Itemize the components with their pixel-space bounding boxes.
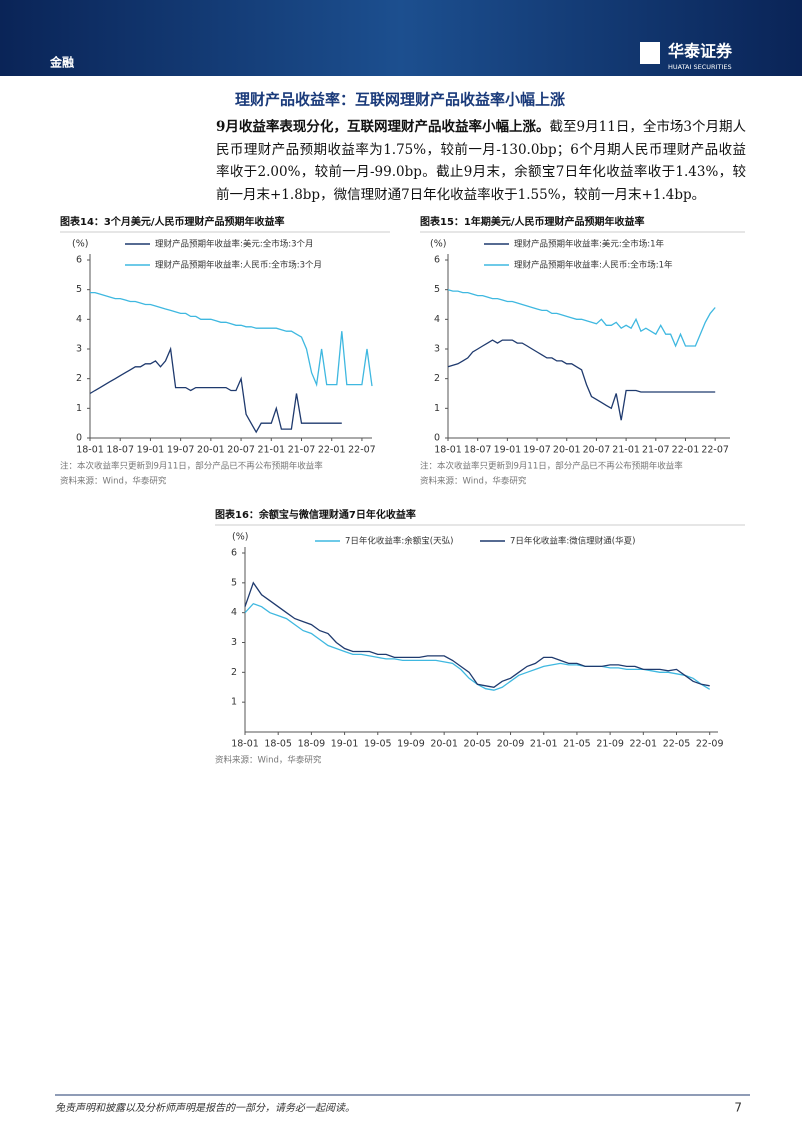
y-axis-label: (%) [430,239,446,250]
chart-note: 注：本次收益率只更新到9月11日，部分产品已不再公布预期年收益率 [420,461,683,472]
chart-title: 图表16：余额宝与微信理财通7日年化收益率 [215,508,416,521]
y-axis-label: (%) [232,532,248,543]
y-tick-label: 6 [76,255,82,266]
page-number: 7 [734,1101,742,1115]
x-tick-label: 20-01 [553,445,581,456]
x-tick-label: 19-01 [331,739,359,750]
y-tick-label: 1 [76,403,82,414]
y-tick-label: 5 [231,577,237,588]
x-tick-label: 18-07 [464,445,492,456]
paragraph-lead: 9月收益率表现分化，互联网理财产品收益率小幅上涨。 [216,119,550,135]
x-tick-label: 20-09 [497,739,525,750]
x-tick-label: 20-01 [197,445,225,456]
chart-title: 图表14：3个月美元/人民币理财产品预期年收益率 [60,215,285,228]
y-tick-label: 3 [76,344,82,355]
paragraph-body: 截至9月11日，全市场3个月期人民币理财产品预期收益率为1.75%，较前一月-1… [216,119,746,203]
paragraph: 9月收益率表现分化，互联网理财产品收益率小幅上涨。截至9月11日，全市场3个月期… [216,116,746,206]
x-tick-label: 19-01 [137,445,165,456]
logo-icon [640,42,660,64]
x-tick-label: 21-01 [612,445,640,456]
series-line [447,289,716,348]
x-tick-label: 21-07 [642,445,670,456]
y-tick-label: 0 [434,433,440,444]
x-tick-label: 18-07 [106,445,134,456]
x-tick-label: 19-07 [167,445,195,456]
y-tick-label: 6 [434,255,440,266]
y-tick-label: 3 [434,344,440,355]
x-tick-label: 18-09 [298,739,326,750]
legend-label: 理财产品预期年收益率:人民币:全市场:1年 [514,260,673,271]
y-tick-label: 3 [231,637,237,648]
x-tick-label: 18-01 [231,739,259,750]
chart-note: 注：本次收益率只更新到9月11日，部分产品已不再公布预期年收益率 [60,461,323,472]
x-tick-label: 20-05 [464,739,492,750]
legend-label: 理财产品预期年收益率:美元:全市场:1年 [514,239,665,250]
y-tick-label: 1 [434,403,440,414]
x-tick-label: 18-05 [264,739,292,750]
x-tick-label: 21-05 [563,739,591,750]
x-tick-label: 20-07 [583,445,611,456]
x-tick-label: 22-01 [630,739,658,750]
x-tick-label: 22-05 [663,739,691,750]
x-tick-label: 20-01 [430,739,458,750]
header-section: 金融 [49,55,74,70]
y-tick-label: 2 [76,373,82,384]
x-tick-label: 19-09 [397,739,425,750]
header-band [0,0,802,76]
chart-source: 资料来源：Wind，华泰研究 [420,476,527,487]
y-tick-label: 4 [76,314,82,325]
y-tick-label: 5 [434,284,440,295]
y-tick-label: 4 [434,314,440,325]
x-tick-label: 21-07 [288,445,316,456]
y-axis-label: (%) [72,239,88,250]
footer-disclaimer: 免责声明和披露以及分析师声明是报告的一部分，请务必一起阅读。 [55,1102,355,1114]
series-line [447,339,716,421]
y-tick-label: 0 [76,433,82,444]
legend-label: 理财产品预期年收益率:人民币:全市场:3个月 [155,260,322,271]
series-line [244,581,710,688]
x-tick-label: 22-07 [348,445,376,456]
chart-source: 资料来源：Wind，华泰研究 [215,755,322,766]
logo-en: HUATAI SECURITIES [668,63,732,71]
x-tick-label: 20-07 [227,445,255,456]
legend-label: 理财产品预期年收益率:美元:全市场:3个月 [155,239,314,250]
y-tick-label: 2 [231,667,237,678]
y-tick-label: 6 [231,548,237,559]
y-tick-label: 2 [434,373,440,384]
x-tick-label: 22-01 [672,445,700,456]
x-tick-label: 22-09 [696,739,724,750]
x-tick-label: 22-01 [318,445,346,456]
x-tick-label: 18-01 [76,445,104,456]
x-tick-label: 21-01 [530,739,558,750]
x-tick-label: 19-01 [494,445,522,456]
logo-text: 华泰证券 [668,42,733,61]
series-line [90,291,373,388]
series-line [244,602,711,691]
x-tick-label: 19-07 [523,445,551,456]
y-tick-label: 5 [76,284,82,295]
y-tick-label: 1 [231,697,237,708]
chart-source: 资料来源：Wind，华泰研究 [60,476,167,487]
x-tick-label: 22-07 [701,445,729,456]
section-title: 理财产品收益率：互联网理财产品收益率小幅上涨 [235,91,565,109]
legend-label: 7日年化收益率:微信理财通(华夏) [510,536,635,547]
x-tick-label: 21-09 [596,739,624,750]
y-tick-label: 4 [231,607,237,618]
series-line [89,346,342,434]
chart-title: 图表15：1年期美元/人民币理财产品预期年收益率 [420,215,645,228]
x-tick-label: 21-01 [257,445,285,456]
legend-label: 7日年化收益率:余额宝(天弘) [345,536,453,547]
x-tick-label: 19-05 [364,739,392,750]
x-tick-label: 18-01 [434,445,462,456]
